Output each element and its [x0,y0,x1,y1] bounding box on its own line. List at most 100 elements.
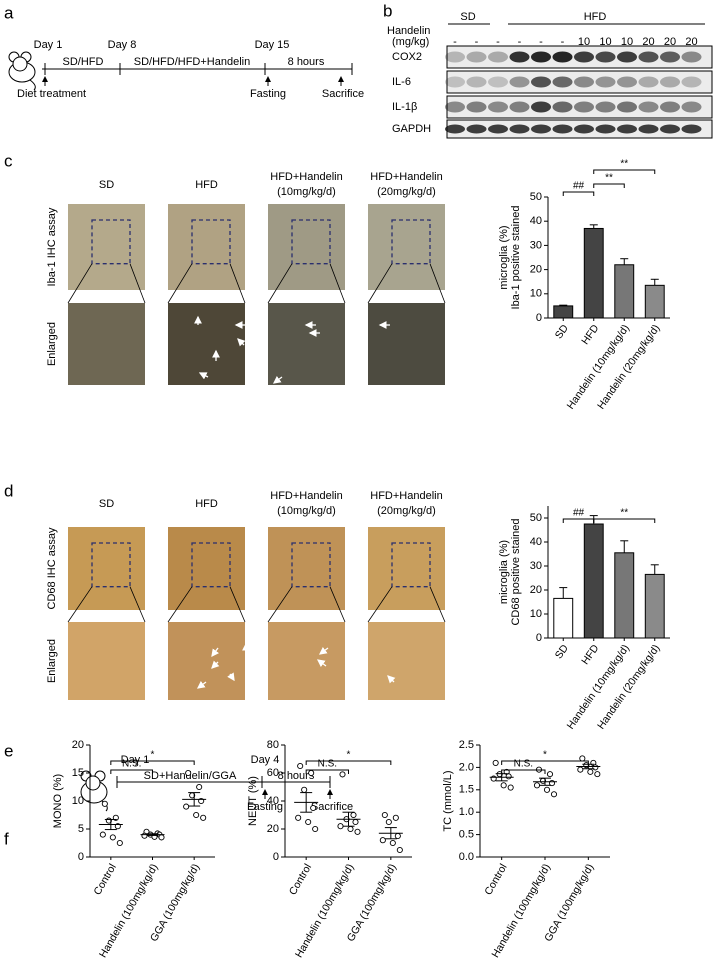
significance-label: N.S. [514,759,533,770]
ihc-image [368,622,445,700]
zoom-line [367,586,393,623]
zoom-box [291,542,331,588]
column-header: (10mg/kg/d) [277,505,336,517]
ihc-image [68,622,145,700]
y-tick-label: 1.0 [459,806,474,818]
significance-bracket [501,760,589,765]
data-point [185,769,192,777]
significance-bracket [110,769,153,774]
blot-band [595,51,616,63]
blot-band [595,101,616,113]
data-point [396,846,403,854]
y-tick-label: 0.0 [459,851,474,863]
blot-band [488,124,508,134]
ihc-image [268,204,345,290]
significance-label: ** [605,173,613,184]
blot-band [466,76,487,88]
zoom-line [267,586,293,623]
x-tick-label: SD [553,322,571,341]
column-header: SD [99,179,114,191]
zoom-box [91,542,131,588]
y-tick-label: 2.5 [459,739,474,751]
y-tick-label: 20 [530,264,542,276]
period-label: 8 hours [288,56,325,68]
zoom-line [167,263,193,304]
arrow [387,675,396,684]
ihc-image [68,527,145,610]
significance-label: N.S. [318,759,337,770]
arrow [318,646,329,655]
group-label: SD [460,11,475,23]
blot-band [445,51,465,63]
column-header: HFD [195,498,218,510]
data-point [158,834,165,841]
day-label: Day 15 [255,39,290,51]
y-tick-label: 20 [530,584,542,596]
x-tick-label: Control [482,862,509,897]
period-label: 8 hours [278,770,315,782]
ihc-image [368,303,445,385]
blot-band [509,124,530,134]
ihc-image [68,204,145,290]
blot-band [488,76,508,88]
data-point [389,839,396,847]
data-point [183,803,190,810]
ihc-image [68,303,145,385]
y-tick-label: 20 [267,823,279,835]
bar [644,284,665,319]
zoom-line [329,586,346,623]
day-label: Day 1 [34,39,63,51]
zoom-box [191,219,231,265]
dose-label: - [496,36,500,48]
blot-band [617,51,637,63]
significance-label: * [543,750,547,761]
y-tick-label: 0 [273,851,279,863]
blot-band [552,124,573,134]
y-axis-label: CD68 positive stained [510,518,522,625]
significance-bracket [305,769,349,774]
significance-bracket [593,169,656,174]
zoom-line [429,586,446,623]
data-point [141,832,148,839]
day-label: Day 8 [108,39,137,51]
ihc-image [268,303,345,385]
event-label: Fasting [250,88,286,100]
y-tick-label: 30 [530,560,542,572]
blot-band [509,76,530,88]
arrow [196,680,207,689]
blot-band [681,101,702,113]
zoom-box [291,219,331,265]
data-point [579,755,586,762]
blot-band [660,124,680,134]
blot-band [552,51,573,63]
y-tick-label: 0 [78,851,84,863]
ihc-image [268,527,345,610]
y-tick-label: 1.5 [459,784,474,796]
zoom-line [429,263,446,304]
blot-band [681,76,702,88]
data-point [99,831,106,838]
ihc-image [368,204,445,290]
blot-row-label: IL-6 [392,76,411,88]
dose-label: 20 [642,36,654,48]
blot-band [445,124,465,134]
dose-title: Handelin [387,25,430,37]
zoom-line [367,263,393,304]
significance-bracket [305,760,392,765]
panel-label: e [4,741,13,760]
x-tick-label: Control [92,862,119,897]
blot-band [660,51,680,63]
y-axis-label: Iba-1 positive stained [510,206,522,310]
panel-label: c [4,151,13,170]
dose-label: 10 [599,36,611,48]
bar [583,523,604,639]
row-label: Enlarged [46,322,58,366]
y-tick-label: 10 [530,608,542,620]
blot-band [595,124,616,134]
arrow [227,672,235,682]
zoom-line [129,263,146,304]
data-point [301,786,308,793]
y-tick-label: 0 [536,632,542,644]
blot-band [466,101,487,113]
blot-row-label: COX2 [392,51,422,63]
